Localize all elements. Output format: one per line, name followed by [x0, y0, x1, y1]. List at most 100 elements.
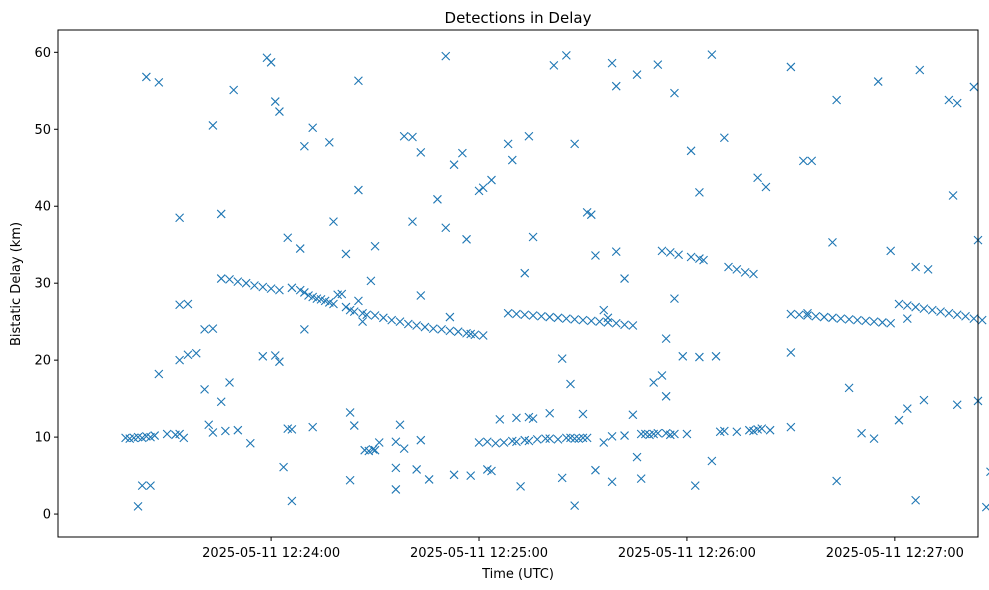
data-point-marker: [279, 462, 288, 472]
data-point-marker: [287, 283, 297, 293]
data-point-marker: [275, 107, 284, 116]
data-point-marker: [250, 281, 259, 290]
data-point-marker: [578, 315, 588, 325]
data-point-marker: [299, 324, 309, 334]
data-point-marker: [499, 438, 509, 447]
data-point-marker: [495, 415, 505, 424]
data-point-marker: [137, 481, 147, 490]
data-point-marker: [204, 420, 214, 430]
data-point-marker: [457, 148, 467, 158]
data-point-marker: [561, 51, 571, 60]
data-point-marker: [557, 354, 567, 363]
data-point-marker: [354, 296, 363, 306]
data-point-marker: [420, 322, 430, 332]
data-point-marker: [686, 146, 696, 156]
data-point-marker: [582, 208, 592, 217]
data-point-marker: [586, 210, 596, 220]
data-point-marker: [869, 317, 879, 327]
data-point-marker: [329, 217, 338, 227]
data-point-marker: [927, 305, 937, 315]
data-point-marker: [428, 324, 438, 333]
data-point-marker: [395, 317, 405, 327]
data-point-marker: [200, 385, 209, 394]
data-point-marker: [599, 438, 609, 447]
data-point-marker: [399, 131, 409, 141]
data-point-marker: [566, 379, 575, 389]
data-point-marker: [299, 141, 309, 151]
data-point-marker: [765, 425, 775, 435]
data-point-marker: [524, 131, 534, 141]
data-point-marker: [657, 246, 667, 256]
data-point-marker: [844, 383, 854, 393]
data-point-marker: [582, 433, 592, 443]
data-point-marker: [354, 185, 363, 195]
data-point-marker: [553, 435, 563, 444]
data-point-marker: [757, 424, 767, 434]
y-axis-label: Bistatic Delay (km): [9, 222, 24, 346]
data-point-marker: [345, 475, 355, 485]
data-point-marker: [628, 321, 638, 330]
data-point-marker: [308, 123, 318, 133]
data-point-marker: [944, 308, 954, 318]
data-point-marker: [387, 315, 397, 325]
plot-area: [58, 30, 978, 537]
data-point-marker: [532, 435, 542, 444]
data-point-marker: [570, 501, 580, 510]
data-point-marker: [299, 288, 309, 297]
x-axis-label: Time (UTC): [481, 567, 554, 582]
data-point-marker: [952, 98, 962, 108]
data-point-marker: [611, 247, 621, 257]
data-point-marker: [229, 85, 239, 95]
data-point-marker: [391, 437, 401, 447]
data-point-marker: [828, 238, 837, 247]
data-point-marker: [275, 357, 284, 367]
data-point-marker: [844, 314, 854, 324]
x-axis-ticks: 2025-05-11 12:24:00 2025-05-11 12:25:00 20…: [202, 537, 964, 561]
data-point-marker: [329, 299, 338, 309]
data-point-marker: [133, 501, 143, 511]
data-point-marker: [241, 278, 251, 288]
data-point-marker: [408, 217, 417, 227]
data-point-marker: [441, 51, 451, 61]
data-point-marker: [670, 429, 679, 439]
data-point-marker: [403, 319, 413, 329]
data-point-marker: [370, 241, 380, 251]
x-tick-label: 2025-05-11 12:25:00: [410, 546, 548, 561]
data-point-marker: [869, 434, 879, 444]
data-point-marker: [832, 95, 842, 105]
data-point-marker: [719, 133, 729, 143]
data-point-marker: [295, 244, 305, 253]
data-point-marker: [512, 309, 521, 319]
data-point-marker: [503, 139, 513, 149]
data-point-marker: [466, 471, 476, 480]
data-point-marker: [354, 76, 363, 86]
data-point-marker: [445, 326, 455, 336]
data-point-marker: [952, 400, 962, 410]
y-axis-ticks: 0 10 20 30 40 50 60: [34, 46, 58, 523]
data-point-marker: [690, 481, 700, 490]
data-point-marker: [462, 234, 471, 244]
data-point-marker: [695, 254, 704, 263]
data-point-marker: [561, 433, 571, 443]
data-point-marker: [208, 324, 218, 333]
data-point-marker: [919, 304, 929, 313]
data-point-marker: [911, 302, 921, 312]
data-point-marker: [275, 285, 284, 295]
data-point-marker: [695, 352, 704, 362]
data-point-marker: [807, 156, 817, 166]
data-point-marker: [828, 313, 837, 323]
data-point-marker: [570, 314, 580, 324]
data-point-marker: [636, 429, 646, 439]
data-point-marker: [636, 474, 646, 484]
data-point-marker: [449, 160, 459, 170]
data-point-marker: [150, 431, 160, 440]
plot-frame: [57, 29, 979, 538]
data-point-marker: [416, 147, 426, 157]
data-point-marker: [724, 262, 733, 272]
data-point-marker: [948, 191, 958, 200]
data-point-marker: [545, 312, 555, 322]
data-point-marker: [146, 481, 155, 490]
data-point-marker: [516, 481, 525, 491]
data-point-marker: [570, 139, 580, 149]
